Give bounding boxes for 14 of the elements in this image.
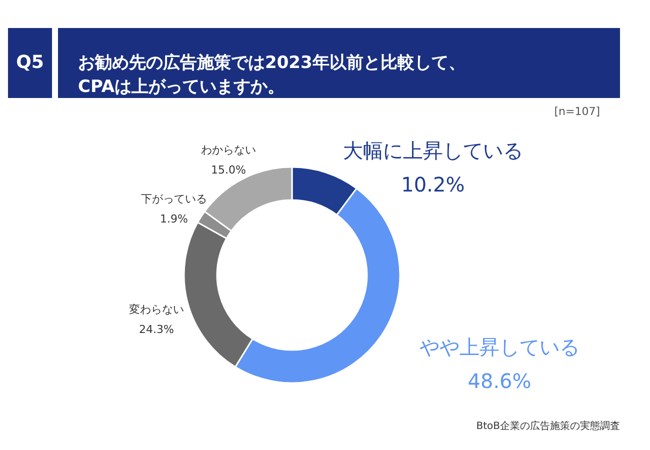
slice-label: 変わらない <box>129 303 184 316</box>
slice-label: やや上昇している <box>420 335 580 360</box>
text: Q5 <box>16 52 44 73</box>
chart-title: お勧め先の広告施策では2023年以前と比較して、 CPAは上がっていますか。 <box>78 53 466 97</box>
slice-label: わからない <box>200 143 256 156</box>
text: BtoB企業の広告施策の実態調査 <box>476 420 620 432</box>
data-label: 15.0% <box>210 163 246 176</box>
data-label: 48.6% <box>468 369 532 394</box>
slice-label: 大幅に上昇している <box>342 138 523 163</box>
data-label: 1.9% <box>160 212 188 226</box>
slice-label: 下がっている <box>141 192 208 206</box>
data-label: 24.3% <box>139 323 174 336</box>
data-label: 10.2% <box>401 172 465 197</box>
text: [n=107] <box>554 105 600 118</box>
